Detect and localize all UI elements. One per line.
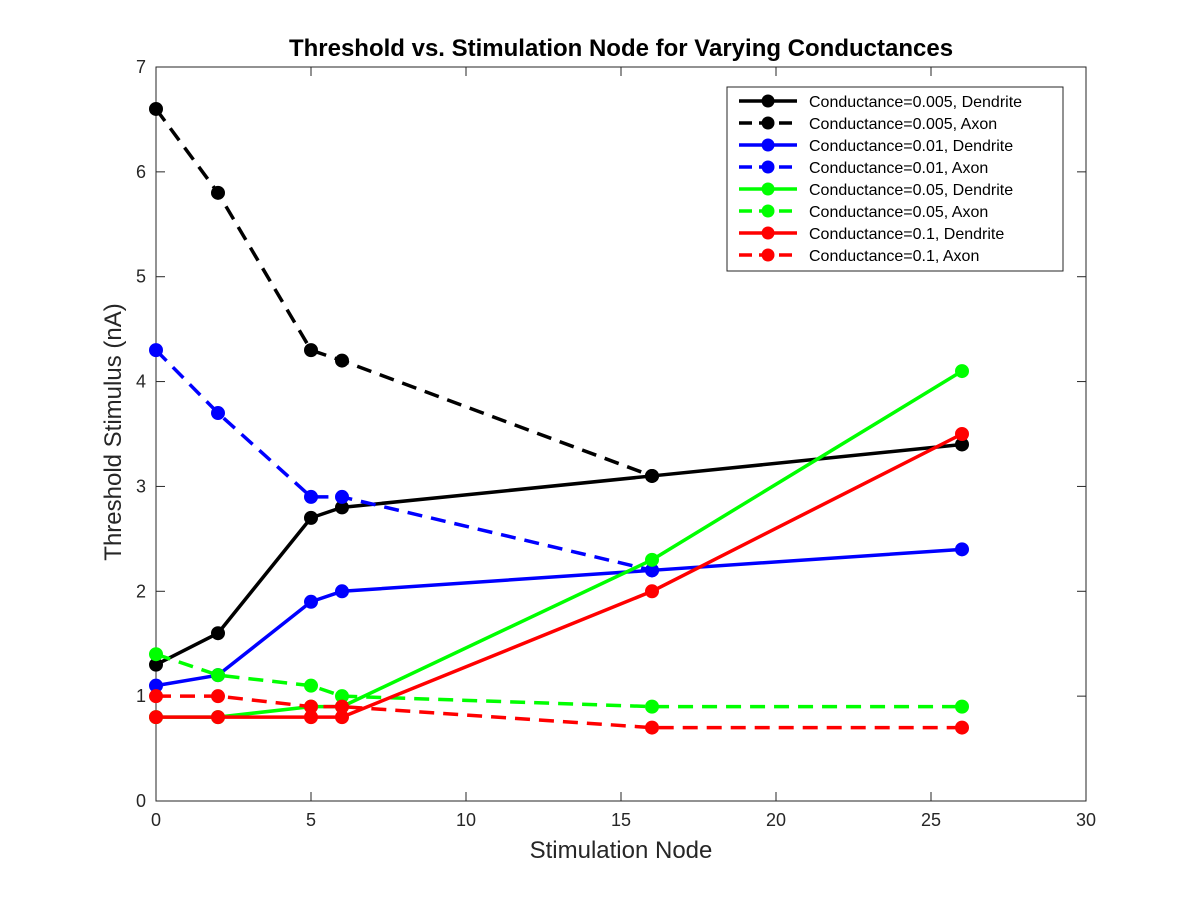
series-line xyxy=(155,442,963,667)
series-5 xyxy=(149,364,969,725)
series-7 xyxy=(149,427,969,725)
data-point xyxy=(211,689,225,704)
data-point xyxy=(645,552,659,567)
data-point xyxy=(304,489,318,504)
legend-label: Conductance=0.05, Axon xyxy=(809,204,988,221)
legend-marker xyxy=(761,94,775,108)
legend-label: Conductance=0.1, Dendrite xyxy=(809,226,1004,243)
legend-item: Conductance=0.01, Axon xyxy=(739,160,988,177)
legend-label: Conductance=0.005, Axon xyxy=(809,116,997,133)
chart-title: Threshold vs. Stimulation Node for Varyi… xyxy=(289,35,953,62)
series-6 xyxy=(149,647,969,714)
data-point xyxy=(211,626,225,641)
data-point xyxy=(335,584,349,599)
data-point xyxy=(335,489,349,504)
series-line xyxy=(156,694,962,730)
legend-item: Conductance=0.1, Axon xyxy=(739,248,979,265)
x-tick-label: 15 xyxy=(611,810,631,830)
y-axis-label: Threshold Stimulus (nA) xyxy=(100,303,127,560)
legend-marker xyxy=(761,204,775,218)
legend-marker xyxy=(761,116,775,130)
data-point xyxy=(645,699,659,714)
x-axis-label: Stimulation Node xyxy=(530,837,713,864)
series-1 xyxy=(149,437,969,672)
x-tick-label: 5 xyxy=(306,810,316,830)
legend-box xyxy=(726,86,1064,272)
x-tick-label: 0 xyxy=(151,810,161,830)
y-tick-label: 7 xyxy=(136,57,146,77)
data-point xyxy=(149,343,163,358)
data-point xyxy=(149,647,163,662)
legend-marker xyxy=(761,182,775,196)
legend-item: Conductance=0.05, Axon xyxy=(739,204,988,221)
legend-marker xyxy=(761,226,775,240)
data-point xyxy=(335,699,349,714)
data-point xyxy=(955,364,969,379)
x-tick-label: 20 xyxy=(766,810,786,830)
series-4 xyxy=(149,343,659,578)
data-point xyxy=(211,668,225,683)
y-tick-label: 0 xyxy=(136,791,146,811)
y-tick-label: 5 xyxy=(136,267,146,287)
data-point xyxy=(955,542,969,557)
legend-item: Conductance=0.005, Axon xyxy=(739,116,997,133)
data-point xyxy=(955,720,969,735)
legend-marker xyxy=(761,248,775,262)
series-2 xyxy=(149,101,659,483)
data-point xyxy=(304,510,318,525)
data-point xyxy=(211,185,225,200)
data-point xyxy=(149,710,163,725)
data-point xyxy=(645,720,659,735)
series-line xyxy=(155,652,962,709)
data-point xyxy=(955,427,969,441)
y-tick-label: 3 xyxy=(136,476,146,496)
legend-marker xyxy=(761,138,775,152)
data-point xyxy=(211,406,225,421)
legend-label: Conductance=0.1, Axon xyxy=(809,248,979,265)
data-point xyxy=(304,594,318,609)
legend-label: Conductance=0.05, Dendrite xyxy=(809,182,1013,199)
x-tick-label: 10 xyxy=(456,810,476,830)
data-point xyxy=(304,343,318,358)
y-tick-label: 4 xyxy=(136,372,146,392)
legend-label: Conductance=0.01, Axon xyxy=(809,160,988,177)
legend: Conductance=0.005, Dendrite Conductance=0… xyxy=(726,86,1064,272)
series-line xyxy=(156,432,963,719)
data-point xyxy=(304,678,318,693)
series-line xyxy=(156,369,963,719)
data-point xyxy=(149,101,163,116)
legend-item: Conductance=0.1, Dendrite xyxy=(739,226,1004,243)
y-tick-label: 6 xyxy=(136,162,146,182)
legend-item: Conductance=0.05, Dendrite xyxy=(739,182,1013,199)
data-point xyxy=(335,353,349,368)
data-point xyxy=(304,699,318,714)
legend-item: Conductance=0.005, Dendrite xyxy=(739,94,1022,111)
series-line xyxy=(154,107,653,478)
data-point xyxy=(645,468,659,483)
data-point xyxy=(211,710,225,725)
x-tick-label: 25 xyxy=(921,810,941,830)
legend-label: Conductance=0.01, Dendrite xyxy=(809,138,1013,155)
series-line xyxy=(155,547,963,688)
data-point xyxy=(645,584,659,599)
legend-marker xyxy=(761,160,775,174)
data-point xyxy=(955,699,969,714)
series-line xyxy=(154,348,653,573)
legend-item: Conductance=0.01, Dendrite xyxy=(739,138,1013,155)
y-tick-label: 2 xyxy=(136,581,146,601)
x-tick-label: 30 xyxy=(1076,810,1096,830)
series-8 xyxy=(149,689,969,735)
y-tick-label: 1 xyxy=(136,686,146,706)
data-point xyxy=(149,689,163,704)
legend-label: Conductance=0.005, Dendrite xyxy=(809,94,1022,111)
